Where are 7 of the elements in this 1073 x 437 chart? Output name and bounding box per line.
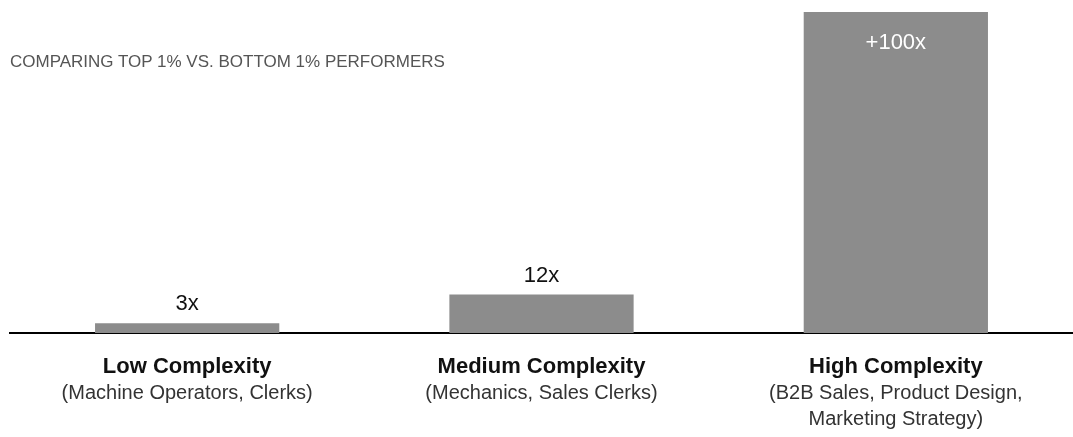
x-tick-label: High Complexity (B2B Sales, Product Design, Marketing Strategy) — [769, 353, 1023, 429]
text: COMPARING TOP 1% VS. BOTTOM 1% PERFORMERS — [10, 51, 445, 71]
data-label: +100x — [865, 29, 927, 55]
data-label: 12x — [523, 261, 560, 287]
x-tick-label: Medium Complexity (Mechanics, Sales Clerks) — [425, 353, 658, 403]
x-tick-label: Low Complexity (Machine Operators, Clerks) — [61, 353, 313, 403]
data-label: 3x — [175, 290, 199, 316]
